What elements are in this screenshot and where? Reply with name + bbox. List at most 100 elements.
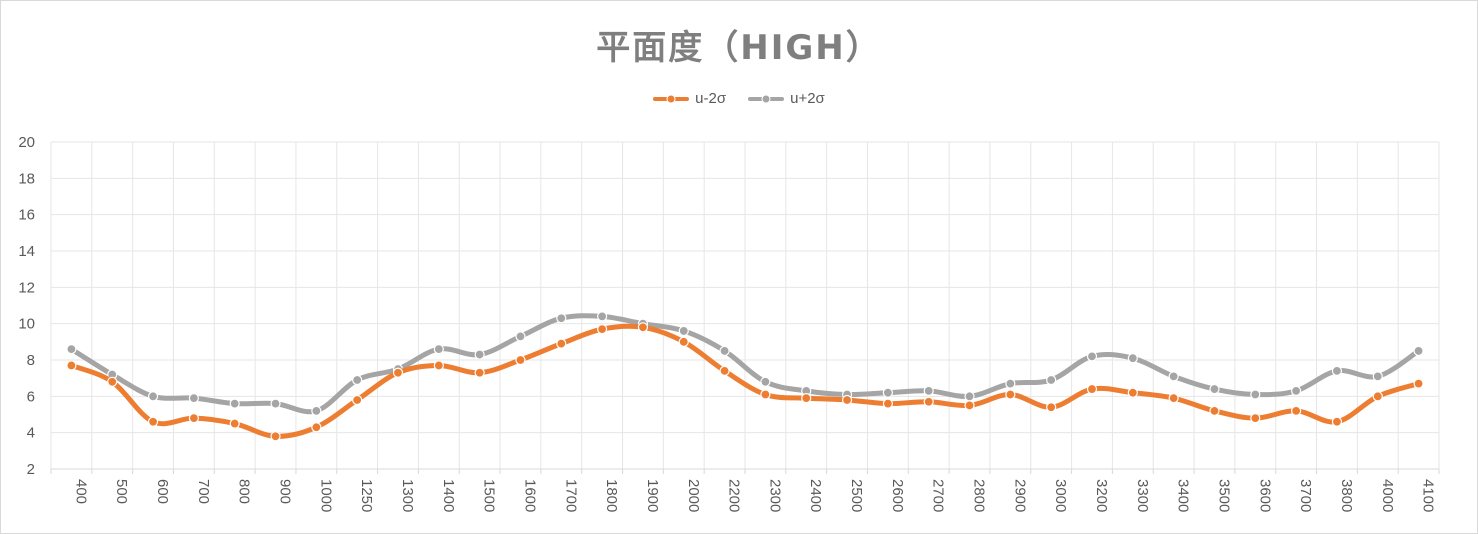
x-tick-label: 3300: [1134, 479, 1151, 512]
data-point-series-2: [1209, 383, 1220, 395]
x-tick-label: 3500: [1215, 479, 1232, 512]
x-tick-label: 2600: [889, 479, 906, 512]
x-tick-label: 2400: [807, 479, 824, 512]
data-point-series-1: [270, 431, 281, 442]
data-point-series-1: [801, 393, 812, 404]
y-tick-label: 16: [18, 207, 35, 224]
x-tick-label: 1000: [317, 479, 334, 512]
data-point-series-1: [678, 336, 689, 347]
x-tick-label: 3700: [1297, 479, 1314, 512]
data-point-series-2: [433, 344, 444, 355]
data-point-series-1: [188, 413, 199, 424]
data-point-series-2: [1250, 389, 1261, 400]
data-point-series-1: [841, 394, 853, 406]
y-tick-label: 12: [18, 279, 35, 296]
x-tick-label: 2300: [766, 479, 783, 512]
y-tick-label: 2: [27, 461, 35, 478]
legend-label-series-2: u+2σ: [790, 90, 825, 107]
data-point-series-2: [923, 385, 934, 396]
data-point-series-1: [1250, 413, 1261, 424]
x-tick-label: 4000: [1379, 479, 1396, 512]
x-tick-label: 2500: [848, 479, 865, 512]
data-point-series-2: [188, 393, 199, 404]
data-point-series-1: [1331, 416, 1343, 427]
data-point-series-2: [719, 345, 730, 357]
x-tick-label: 1800: [603, 479, 620, 512]
x-tick-label: 1400: [440, 479, 457, 512]
data-point-series-2: [311, 405, 322, 416]
data-point-series-1: [352, 394, 363, 406]
x-tick-label: 3200: [1093, 479, 1110, 512]
data-point-series-1: [66, 360, 77, 371]
data-point-series-1: [760, 389, 771, 400]
data-point-series-1: [719, 365, 730, 376]
data-point-series-2: [1331, 365, 1343, 376]
x-tick-label: 700: [195, 479, 212, 504]
data-point-series-2: [352, 374, 363, 386]
x-tick-label: 3800: [1338, 479, 1355, 512]
data-point-series-1: [597, 324, 608, 335]
data-point-series-2: [515, 331, 526, 342]
x-tick-label: 600: [154, 479, 171, 504]
data-point-series-1: [1005, 389, 1016, 400]
legend-item-series-1[interactable]: u-2σ: [653, 90, 726, 107]
data-point-series-1: [147, 416, 159, 427]
legend-marker-2: [761, 94, 771, 103]
x-tick-label: 3000: [1052, 479, 1069, 512]
x-tick-label: 3400: [1175, 479, 1192, 512]
data-point-series-2: [229, 398, 240, 409]
legend-item-series-2[interactable]: u+2σ: [748, 90, 825, 107]
data-point-series-2: [66, 344, 77, 355]
x-tick-label: 500: [113, 479, 130, 504]
data-point-series-2: [1046, 374, 1057, 386]
data-point-series-1: [1413, 378, 1424, 389]
y-tick-label: 6: [27, 388, 35, 405]
data-point-series-2: [1413, 345, 1424, 357]
data-point-series-1: [1372, 391, 1383, 402]
x-tick-label: 2900: [1011, 479, 1028, 512]
data-point-series-2: [1372, 371, 1383, 382]
data-point-series-1: [964, 400, 975, 411]
chart-title: 平面度（HIGH）: [596, 28, 882, 68]
legend-swatch-series-2: [748, 94, 785, 103]
data-point-series-1: [1086, 383, 1098, 395]
y-tick-label: 18: [18, 170, 35, 187]
x-tick-label: 400: [72, 479, 89, 504]
data-point-series-1: [1168, 393, 1179, 404]
y-tick-label: 4: [27, 425, 35, 442]
x-tick-label: 2700: [930, 479, 947, 512]
data-point-series-1: [1209, 405, 1220, 416]
x-tick-label: 800: [236, 479, 253, 504]
x-tick-label: 4100: [1420, 479, 1437, 512]
data-point-series-2: [597, 311, 608, 322]
data-point-series-1: [311, 422, 322, 433]
data-point-series-1: [474, 367, 485, 378]
x-tick-label: 1250: [358, 479, 375, 512]
x-tick-label: 1500: [481, 479, 498, 512]
x-tick-label: 1700: [562, 479, 579, 512]
legend-marker-1: [666, 94, 676, 103]
data-point-series-1: [882, 398, 893, 409]
data-point-series-2: [556, 313, 567, 324]
series-line-2: [68, 313, 1422, 415]
x-tick-label: 900: [277, 479, 294, 504]
data-point-series-2: [474, 349, 485, 360]
x-tick-label: 1900: [644, 479, 661, 512]
data-point-series-1: [1046, 402, 1057, 413]
data-point-series-1: [923, 396, 934, 407]
data-point-series-1: [637, 322, 649, 333]
legend: u-2σ u+2σ: [0, 90, 1478, 107]
data-point-series-1: [229, 418, 240, 429]
data-point-series-1: [556, 338, 567, 349]
y-tick-label: 20: [18, 134, 35, 151]
data-point-series-2: [1005, 378, 1016, 389]
data-point-series-2: [964, 391, 975, 402]
x-tick-label: 1600: [521, 479, 538, 512]
x-tick-label: 3600: [1256, 479, 1273, 512]
data-point-series-1: [392, 367, 404, 378]
y-tick-label: 8: [27, 352, 35, 369]
series-line-1: [68, 323, 1422, 439]
data-point-series-1: [1291, 405, 1302, 416]
